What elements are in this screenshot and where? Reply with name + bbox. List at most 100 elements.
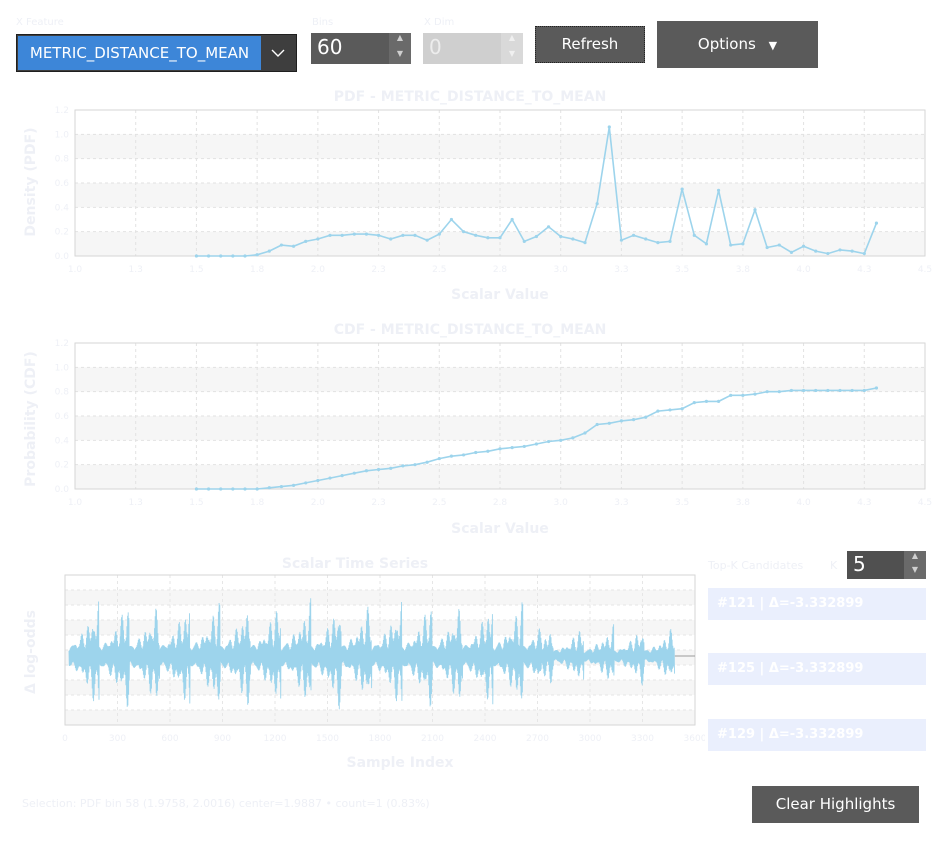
stepper-up-icon[interactable]: ▲ (911, 551, 919, 560)
data-point (559, 234, 563, 239)
options-button[interactable]: Options ▼ (657, 21, 818, 68)
x-tick-label: 1.0 (68, 498, 83, 508)
data-point (267, 486, 271, 490)
x-tick-label: 2.5 (432, 498, 446, 508)
data-point (401, 464, 405, 468)
y-tick-label: 1.2 (55, 106, 69, 116)
data-point (680, 407, 684, 411)
candidate-item[interactable]: #125 | Δ=-3.332899 (708, 653, 926, 685)
data-point (219, 487, 223, 491)
data-point (826, 251, 830, 256)
x-tick-label: 1.5 (189, 498, 203, 508)
data-point (546, 225, 551, 229)
stepper-down-icon[interactable]: ▼ (396, 48, 404, 58)
xdim-stepper: 0 ▲ ▼ (423, 33, 523, 64)
feature-selected-value: METRIC_DISTANCE_TO_MEAN (18, 36, 261, 70)
x-tick-label: 4.3 (857, 265, 871, 275)
data-point (316, 237, 320, 241)
data-point (437, 456, 441, 461)
data-point (741, 242, 745, 246)
k-value: 5 (853, 552, 866, 576)
data-point (595, 202, 599, 206)
x-tick-label: 4.5 (918, 265, 932, 275)
k-stepper[interactable]: 5 ▲ ▼ (847, 551, 926, 579)
data-point (704, 242, 709, 246)
plot-frame (64, 574, 696, 726)
data-point (486, 449, 490, 453)
data-point (425, 460, 429, 464)
plot-band (65, 620, 695, 635)
y-tick-label: 0.8 (55, 388, 70, 398)
clear-highlights-button[interactable]: Clear Highlights (752, 786, 919, 823)
data-point (498, 236, 502, 240)
data-point (559, 438, 563, 442)
data-point (401, 233, 405, 237)
data-point (474, 233, 478, 237)
data-point (534, 442, 539, 446)
data-point (340, 233, 344, 237)
data-point (522, 444, 526, 449)
stepper-up-icon: ▲ (508, 33, 516, 42)
data-point (413, 463, 417, 467)
x-tick-label: 2.0 (311, 265, 326, 275)
x-tick-label: 4.3 (857, 498, 871, 508)
data-point (389, 237, 393, 241)
x-tick-label: 3.0 (554, 498, 569, 508)
cdf-xlabel: Scalar Value (451, 521, 549, 537)
data-point (219, 254, 223, 258)
data-point (194, 487, 199, 491)
pdf-ylabel: Density (PDF) (23, 127, 39, 237)
data-point (789, 250, 794, 254)
stepper-down-icon[interactable]: ▼ (911, 565, 919, 574)
x-tick-label: 1.8 (250, 265, 265, 275)
x-tick-label: 2.8 (493, 498, 508, 508)
data-point (874, 221, 879, 225)
y-tick-label: 0.4 (55, 203, 70, 213)
data-point (316, 478, 320, 483)
data-point (729, 243, 733, 247)
data-point (631, 418, 636, 422)
data-point (364, 469, 369, 473)
data-point (486, 236, 490, 240)
data-point (243, 487, 247, 491)
x-tick-label: 2.3 (371, 498, 385, 508)
cdf-ylabel: Probability (CDF) (23, 351, 39, 487)
data-point (753, 208, 757, 212)
refresh-button[interactable]: Refresh (535, 26, 645, 63)
data-point (729, 393, 733, 397)
data-point (304, 481, 308, 485)
data-point (522, 239, 526, 243)
y-tick-label: 0.6 (55, 412, 70, 422)
chevron-down-icon[interactable] (260, 35, 296, 71)
data-point (801, 388, 806, 393)
data-point (716, 188, 721, 192)
x-tick-label: 1800 (369, 734, 392, 744)
data-point (607, 421, 611, 425)
data-point (692, 401, 696, 405)
data-point (862, 388, 866, 393)
data-point (279, 243, 284, 247)
data-point (668, 239, 672, 243)
data-point (376, 467, 381, 472)
x-tick-label: 900 (214, 734, 231, 744)
data-point (255, 487, 259, 491)
data-point (498, 447, 502, 451)
bins-stepper[interactable]: 60 ▲ ▼ (311, 33, 411, 64)
data-point (814, 388, 818, 393)
data-point (583, 431, 587, 435)
stepper-up-icon[interactable]: ▲ (396, 33, 404, 42)
x-tick-label: 3.8 (736, 498, 751, 508)
data-point (619, 419, 624, 423)
data-point (571, 237, 575, 241)
feature-dropdown[interactable]: METRIC_DISTANCE_TO_MEAN (16, 34, 297, 72)
x-tick-label: 0 (62, 734, 68, 744)
data-point (826, 388, 830, 393)
x-tick-label: 2.8 (493, 265, 508, 275)
bins-value: 60 (317, 35, 343, 59)
data-point (291, 244, 296, 248)
data-point (680, 187, 684, 191)
candidate-item[interactable]: #121 | Δ=-3.332899 (708, 588, 926, 620)
data-point (741, 393, 745, 397)
candidate-item[interactable]: #129 | Δ=-3.332899 (708, 719, 926, 751)
timeseries-ylabel: Δ log-odds (23, 610, 39, 694)
